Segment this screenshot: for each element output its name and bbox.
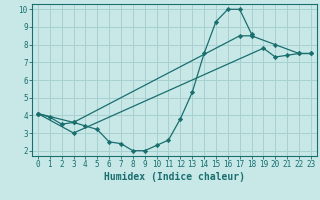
- X-axis label: Humidex (Indice chaleur): Humidex (Indice chaleur): [104, 172, 245, 182]
